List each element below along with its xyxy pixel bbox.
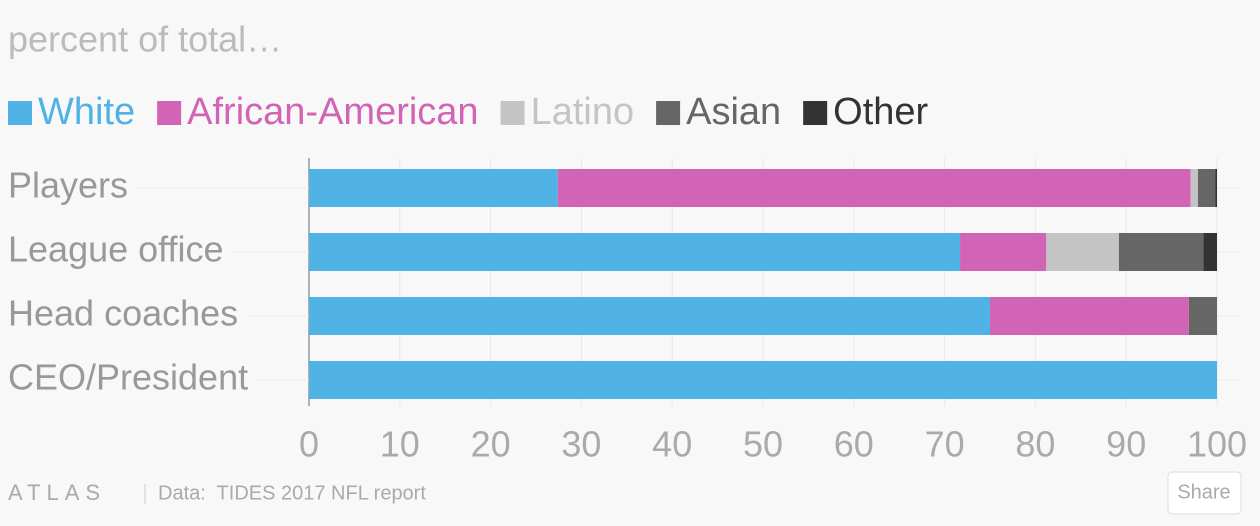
bar-segment — [1118, 233, 1204, 271]
x-tick-label: 50 — [743, 424, 783, 465]
bar-segment — [557, 169, 1191, 207]
bar-segment — [960, 233, 1047, 271]
legend-label: Latino — [531, 91, 635, 133]
y-tick-label: Head coaches — [8, 293, 238, 334]
legend-swatch — [500, 101, 525, 125]
bar-segment — [309, 233, 961, 271]
legend: White African-American Latino Asian Other — [8, 91, 929, 133]
x-tick-label: 40 — [652, 424, 692, 465]
x-tick-label: 80 — [1015, 424, 1055, 465]
bar-segment — [1197, 169, 1216, 207]
source: Data: TIDES 2017 NFL report — [158, 482, 426, 504]
x-tick-label: 0 — [299, 424, 319, 465]
y-tick-label: CEO/President — [8, 357, 248, 398]
x-tick-label: 10 — [380, 424, 420, 465]
logo: ATLAS — [8, 480, 106, 505]
bar-segment — [309, 297, 990, 335]
bar-segment — [990, 297, 1189, 335]
x-tick-label: 70 — [925, 424, 965, 465]
legend-label: African-American — [187, 91, 478, 133]
chart-subtitle: percent of total… — [8, 19, 282, 60]
x-tick-label: 90 — [1106, 424, 1146, 465]
x-tick-label: 60 — [834, 424, 874, 465]
bar-segment — [309, 361, 1217, 399]
legend-swatch — [157, 101, 182, 125]
bar-segment — [309, 169, 558, 207]
y-tick-label: League office — [8, 229, 224, 270]
legend-swatch — [8, 101, 32, 125]
y-tick-label: Players — [8, 165, 128, 206]
x-tick-label: 30 — [561, 424, 601, 465]
legend-swatch — [803, 101, 828, 125]
x-tick-label: 20 — [471, 424, 511, 465]
bar-segment — [1203, 233, 1217, 271]
bar-segment — [1190, 169, 1198, 207]
x-tick-label: 100 — [1187, 424, 1247, 465]
bar-segment — [1188, 297, 1217, 335]
bar-segment — [1215, 169, 1217, 207]
bar-segment — [1046, 233, 1119, 271]
legend-label: Asian — [686, 91, 781, 133]
legend-swatch — [656, 101, 681, 125]
legend-label: Other — [833, 91, 928, 133]
share-button[interactable] — [1167, 471, 1242, 515]
legend-label: White — [38, 91, 135, 133]
share-label[interactable]: Share — [1177, 481, 1230, 503]
